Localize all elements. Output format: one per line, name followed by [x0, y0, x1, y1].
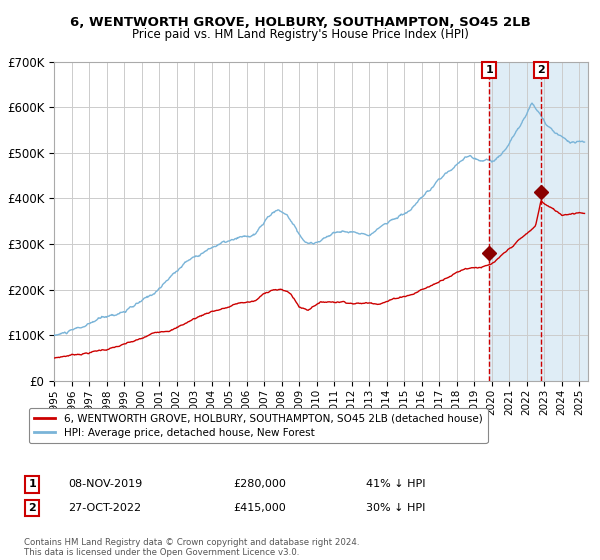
- Text: £280,000: £280,000: [234, 479, 287, 489]
- Text: 27-OCT-2022: 27-OCT-2022: [68, 503, 141, 513]
- Text: Price paid vs. HM Land Registry's House Price Index (HPI): Price paid vs. HM Land Registry's House …: [131, 28, 469, 41]
- Text: Contains HM Land Registry data © Crown copyright and database right 2024.
This d: Contains HM Land Registry data © Crown c…: [24, 538, 359, 557]
- Text: 08-NOV-2019: 08-NOV-2019: [68, 479, 142, 489]
- Text: 2: 2: [28, 503, 36, 513]
- Text: 1: 1: [485, 65, 493, 75]
- Bar: [489, 62, 588, 381]
- Legend: 6, WENTWORTH GROVE, HOLBURY, SOUTHAMPTON, SO45 2LB (detached house), HPI: Averag: 6, WENTWORTH GROVE, HOLBURY, SOUTHAMPTON…: [29, 408, 488, 443]
- Text: 6, WENTWORTH GROVE, HOLBURY, SOUTHAMPTON, SO45 2LB: 6, WENTWORTH GROVE, HOLBURY, SOUTHAMPTON…: [70, 16, 530, 29]
- Text: £415,000: £415,000: [234, 503, 287, 513]
- Text: 30% ↓ HPI: 30% ↓ HPI: [366, 503, 425, 513]
- Text: 2: 2: [537, 65, 545, 75]
- Text: 1: 1: [28, 479, 36, 489]
- Text: 41% ↓ HPI: 41% ↓ HPI: [366, 479, 426, 489]
